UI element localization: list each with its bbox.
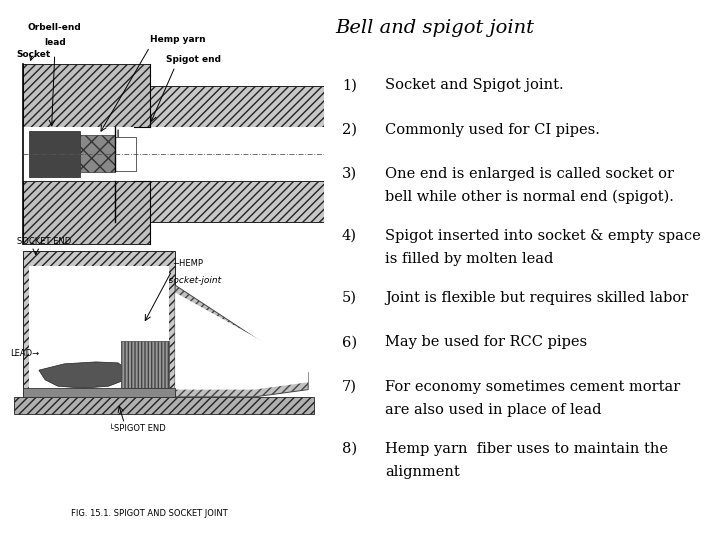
Text: For economy sometimes cement mortar: For economy sometimes cement mortar [385, 380, 680, 394]
Bar [23, 251, 175, 397]
Text: 5): 5) [342, 291, 357, 305]
Text: 7): 7) [342, 380, 357, 394]
Text: Spigot inserted into socket & empty space: Spigot inserted into socket & empty spac… [385, 229, 701, 243]
Text: is filled by molten lead: is filled by molten lead [385, 252, 554, 266]
Text: 8): 8) [342, 442, 357, 456]
Polygon shape [175, 292, 308, 390]
Bar [23, 388, 175, 397]
Text: 4): 4) [342, 229, 357, 243]
Bar [23, 180, 150, 244]
Bar [134, 127, 324, 180]
Bar [23, 127, 134, 180]
Text: May be used for RCC pipes: May be used for RCC pipes [385, 335, 588, 349]
Text: Socket: Socket [17, 50, 51, 59]
Text: LEAD→: LEAD→ [10, 349, 40, 357]
Bar [134, 180, 324, 222]
Text: 3): 3) [342, 167, 357, 181]
Bar [121, 341, 168, 390]
Text: FIG. 15.1. SPIGOT AND SOCKET JOINT: FIG. 15.1. SPIGOT AND SOCKET JOINT [71, 509, 228, 518]
Text: 2): 2) [342, 123, 357, 137]
Text: Hemp yarn  fiber uses to maintain the: Hemp yarn fiber uses to maintain the [385, 442, 668, 456]
Polygon shape [39, 362, 127, 388]
Text: 1): 1) [342, 78, 357, 92]
Text: One end is enlarged is called socket or: One end is enlarged is called socket or [385, 167, 674, 181]
Bar [30, 131, 80, 177]
Text: Socket and Spigot joint.: Socket and Spigot joint. [385, 78, 564, 92]
Text: Orbell-end: Orbell-end [28, 23, 81, 32]
Text: alignment: alignment [385, 465, 460, 479]
Text: 6): 6) [342, 335, 357, 349]
Text: Fig. Spigot and socket-joint: Fig. Spigot and socket-joint [98, 276, 221, 285]
Text: Joint is flexible but requires skilled labor: Joint is flexible but requires skilled l… [385, 291, 688, 305]
Text: Spigot end: Spigot end [166, 55, 220, 64]
Text: └SPIGOT END: └SPIGOT END [109, 424, 166, 433]
Text: Hemp yarn: Hemp yarn [150, 35, 205, 44]
Text: lead: lead [44, 38, 66, 46]
Bar [23, 64, 150, 127]
Text: Commonly used for CI pipes.: Commonly used for CI pipes. [385, 123, 600, 137]
Text: are also used in place of lead: are also used in place of lead [385, 403, 602, 417]
Bar [30, 266, 168, 390]
Text: SOCKET END: SOCKET END [17, 237, 71, 246]
Text: −HEMP: −HEMP [172, 259, 203, 268]
Text: bell while other is normal end (spigot).: bell while other is normal end (spigot). [385, 190, 674, 205]
Bar [80, 136, 115, 172]
Bar [14, 397, 315, 414]
Bar [115, 137, 135, 171]
Bar [134, 86, 324, 127]
Polygon shape [175, 285, 308, 397]
Text: Bell and spigot joint: Bell and spigot joint [335, 19, 534, 37]
